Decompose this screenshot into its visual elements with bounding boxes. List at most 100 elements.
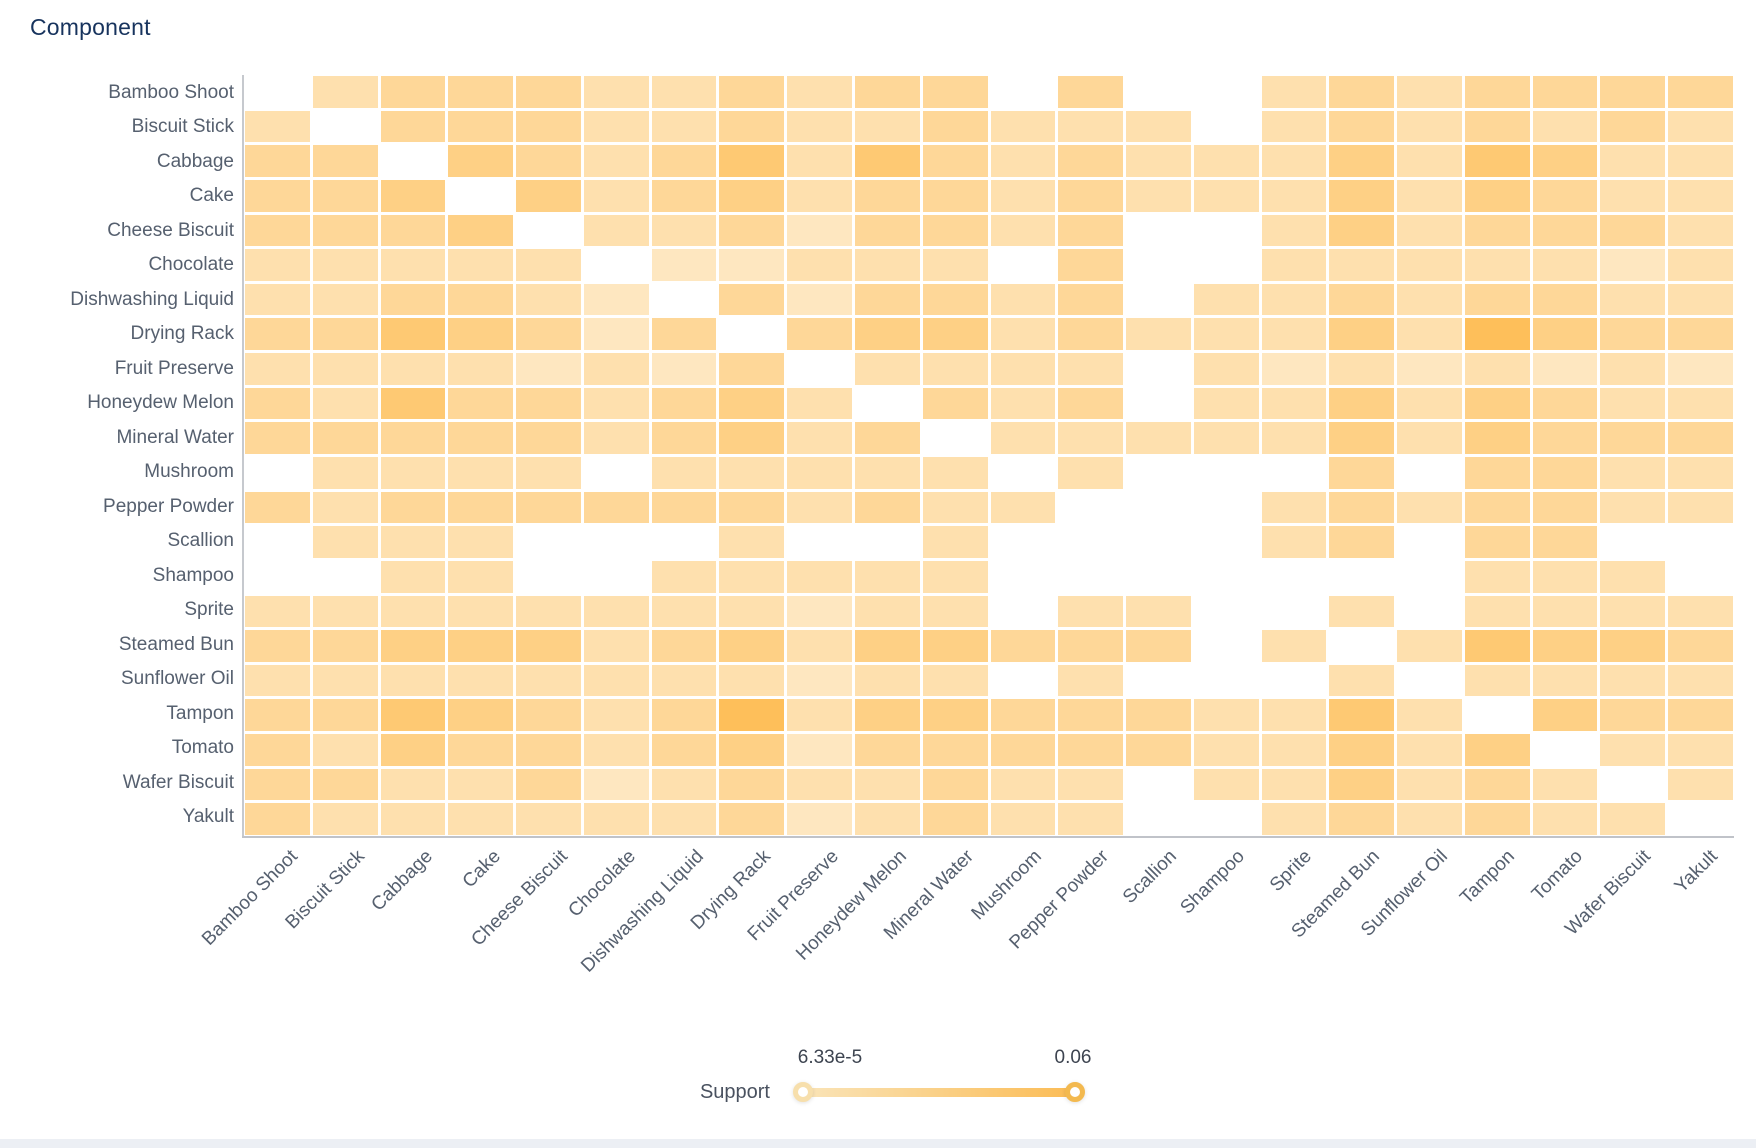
heatmap-cell[interactable] bbox=[1126, 560, 1191, 593]
heatmap-cell[interactable] bbox=[1532, 560, 1598, 593]
heatmap-cell[interactable] bbox=[719, 110, 785, 143]
heatmap-cell[interactable] bbox=[1464, 491, 1530, 524]
heatmap-cell[interactable] bbox=[1329, 283, 1395, 316]
heatmap-cell[interactable] bbox=[1329, 768, 1395, 801]
heatmap-cell[interactable] bbox=[1668, 387, 1733, 420]
heatmap-cell[interactable] bbox=[1261, 283, 1327, 316]
heatmap-cell[interactable] bbox=[922, 526, 988, 558]
heatmap-cell[interactable] bbox=[583, 283, 649, 316]
heatmap-cell[interactable] bbox=[312, 283, 378, 316]
heatmap-cell[interactable] bbox=[651, 630, 717, 662]
heatmap-cell[interactable] bbox=[719, 457, 785, 489]
heatmap-cell[interactable] bbox=[719, 387, 785, 420]
heatmap-cell[interactable] bbox=[1126, 145, 1191, 177]
heatmap-cell[interactable] bbox=[448, 664, 514, 697]
heatmap-cell[interactable] bbox=[1464, 699, 1530, 732]
heatmap-cell[interactable] bbox=[448, 422, 514, 454]
heatmap-cell[interactable] bbox=[719, 560, 785, 593]
heatmap-cell[interactable] bbox=[990, 179, 1056, 212]
heatmap-cell[interactable] bbox=[245, 699, 310, 732]
heatmap-cell[interactable] bbox=[1193, 387, 1259, 420]
heatmap-cell[interactable] bbox=[719, 491, 785, 524]
heatmap-cell[interactable] bbox=[1397, 526, 1462, 558]
heatmap-cell[interactable] bbox=[1600, 457, 1666, 489]
heatmap-cell[interactable] bbox=[1464, 214, 1530, 247]
heatmap-cell[interactable] bbox=[312, 249, 378, 281]
heatmap-cell[interactable] bbox=[1193, 526, 1259, 558]
heatmap-cell[interactable] bbox=[990, 768, 1056, 801]
heatmap-cell[interactable] bbox=[719, 76, 785, 108]
heatmap-cell[interactable] bbox=[245, 768, 310, 801]
heatmap-cell[interactable] bbox=[1464, 526, 1530, 558]
heatmap-cell[interactable] bbox=[854, 630, 920, 662]
heatmap-cell[interactable] bbox=[380, 803, 446, 835]
heatmap-cell[interactable] bbox=[380, 76, 446, 108]
heatmap-cell[interactable] bbox=[1397, 179, 1462, 212]
heatmap-cell[interactable] bbox=[312, 422, 378, 454]
heatmap-cell[interactable] bbox=[1668, 214, 1733, 247]
heatmap-cell[interactable] bbox=[1261, 110, 1327, 143]
heatmap-cell[interactable] bbox=[1464, 179, 1530, 212]
heatmap-cell[interactable] bbox=[448, 249, 514, 281]
heatmap-cell[interactable] bbox=[1058, 387, 1124, 420]
heatmap-cell[interactable] bbox=[787, 768, 852, 801]
heatmap-cell[interactable] bbox=[583, 422, 649, 454]
heatmap-cell[interactable] bbox=[1397, 630, 1462, 662]
heatmap-cell[interactable] bbox=[854, 283, 920, 316]
heatmap-cell[interactable] bbox=[583, 214, 649, 247]
heatmap-cell[interactable] bbox=[719, 145, 785, 177]
heatmap-cell[interactable] bbox=[990, 249, 1056, 281]
heatmap-cell[interactable] bbox=[1261, 560, 1327, 593]
heatmap-cell[interactable] bbox=[1668, 768, 1733, 801]
heatmap-cell[interactable] bbox=[583, 387, 649, 420]
heatmap-cell[interactable] bbox=[448, 283, 514, 316]
heatmap-cell[interactable] bbox=[787, 318, 852, 351]
heatmap-cell[interactable] bbox=[651, 664, 717, 697]
heatmap-cell[interactable] bbox=[787, 457, 852, 489]
heatmap-cell[interactable] bbox=[583, 249, 649, 281]
heatmap-cell[interactable] bbox=[1261, 595, 1327, 628]
heatmap-cell[interactable] bbox=[1261, 422, 1327, 454]
heatmap-cell[interactable] bbox=[922, 699, 988, 732]
heatmap-cell[interactable] bbox=[719, 803, 785, 835]
heatmap-cell[interactable] bbox=[651, 734, 717, 766]
heatmap-cell[interactable] bbox=[1600, 214, 1666, 247]
heatmap-cell[interactable] bbox=[922, 734, 988, 766]
heatmap-cell[interactable] bbox=[583, 734, 649, 766]
heatmap-cell[interactable] bbox=[854, 560, 920, 593]
heatmap-cell[interactable] bbox=[854, 249, 920, 281]
heatmap-cell[interactable] bbox=[1668, 734, 1733, 766]
heatmap-cell[interactable] bbox=[787, 699, 852, 732]
heatmap-cell[interactable] bbox=[854, 179, 920, 212]
heatmap-cell[interactable] bbox=[1668, 699, 1733, 732]
heatmap-cell[interactable] bbox=[1058, 283, 1124, 316]
heatmap-cell[interactable] bbox=[1668, 422, 1733, 454]
heatmap-cell[interactable] bbox=[651, 422, 717, 454]
heatmap-cell[interactable] bbox=[719, 699, 785, 732]
heatmap-cell[interactable] bbox=[1532, 803, 1598, 835]
heatmap-cell[interactable] bbox=[448, 630, 514, 662]
heatmap-cell[interactable] bbox=[922, 664, 988, 697]
heatmap-cell[interactable] bbox=[516, 76, 581, 108]
heatmap-cell[interactable] bbox=[1329, 110, 1395, 143]
heatmap-cell[interactable] bbox=[1600, 526, 1666, 558]
heatmap-cell[interactable] bbox=[651, 699, 717, 732]
heatmap-cell[interactable] bbox=[1600, 768, 1666, 801]
heatmap-cell[interactable] bbox=[245, 353, 310, 385]
heatmap-cell[interactable] bbox=[1600, 560, 1666, 593]
support-range-handle-max[interactable] bbox=[1065, 1082, 1085, 1102]
heatmap-cell[interactable] bbox=[1464, 249, 1530, 281]
heatmap-cell[interactable] bbox=[245, 318, 310, 351]
heatmap-cell[interactable] bbox=[448, 110, 514, 143]
heatmap-cell[interactable] bbox=[1668, 630, 1733, 662]
heatmap-cell[interactable] bbox=[583, 803, 649, 835]
heatmap-cell[interactable] bbox=[312, 664, 378, 697]
heatmap-cell[interactable] bbox=[1464, 110, 1530, 143]
heatmap-cell[interactable] bbox=[312, 526, 378, 558]
heatmap-cell[interactable] bbox=[448, 699, 514, 732]
heatmap-cell[interactable] bbox=[1397, 145, 1462, 177]
heatmap-cell[interactable] bbox=[448, 734, 514, 766]
heatmap-cell[interactable] bbox=[719, 179, 785, 212]
heatmap-cell[interactable] bbox=[787, 560, 852, 593]
heatmap-cell[interactable] bbox=[787, 179, 852, 212]
